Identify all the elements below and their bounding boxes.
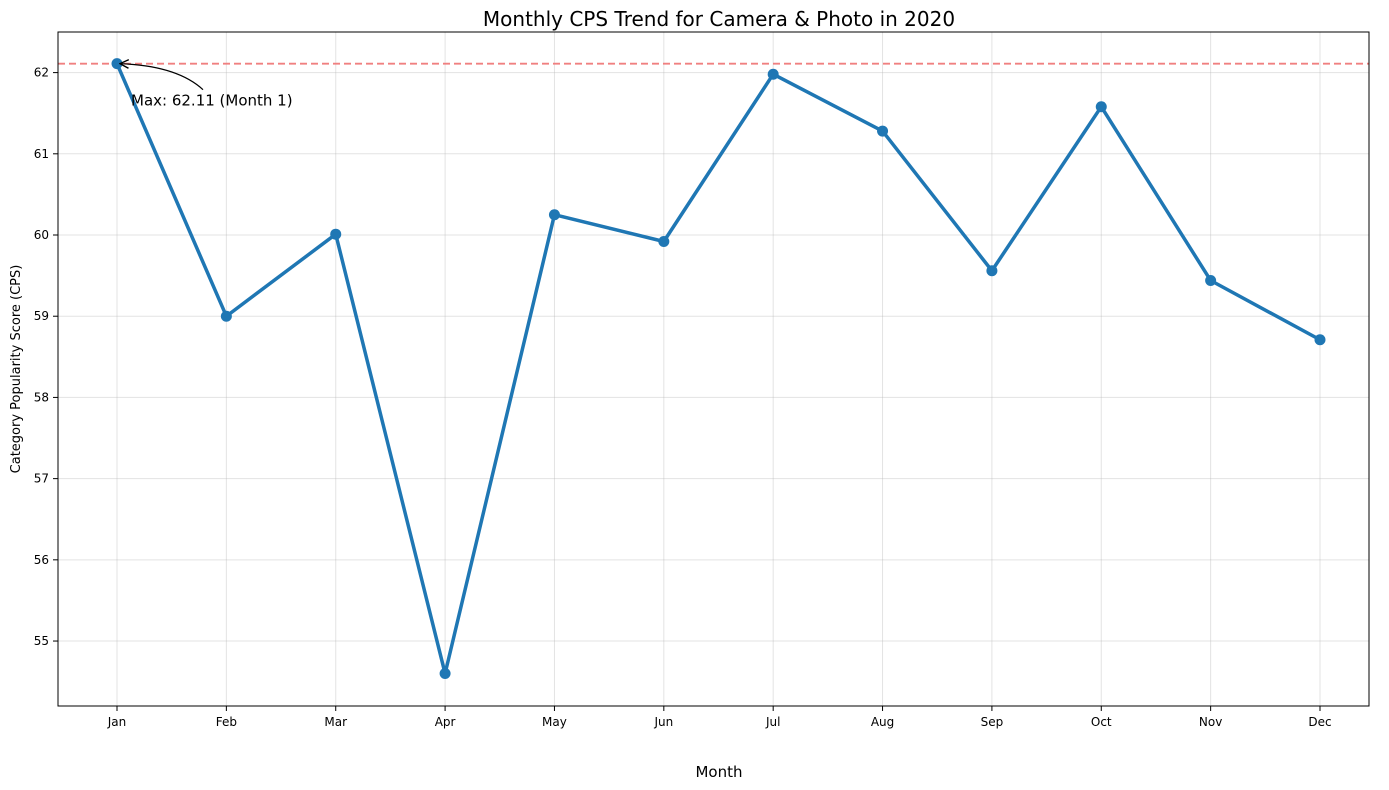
data-point xyxy=(877,125,889,137)
series-group xyxy=(111,58,1326,680)
series-line xyxy=(115,61,1322,676)
data-point xyxy=(658,236,670,248)
x-tick-label: Jan xyxy=(107,715,127,729)
grid-lines xyxy=(58,32,1369,706)
annotation-group: Max: 62.11 (Month 1) xyxy=(120,64,293,110)
y-axis-label: Category Popularity Score (CPS) xyxy=(9,265,24,474)
data-point xyxy=(548,209,560,221)
x-tick-label: May xyxy=(542,715,567,729)
x-tick-label: Mar xyxy=(324,715,347,729)
x-tick-label: Oct xyxy=(1091,715,1112,729)
x-tick-label: Feb xyxy=(216,715,237,729)
x-tick-label: Sep xyxy=(981,715,1004,729)
data-point xyxy=(767,68,779,80)
y-tick-label: 62 xyxy=(34,66,49,80)
y-tick-label: 59 xyxy=(34,309,49,323)
y-axis-ticks: 55 56 57 58 59 60 61 62 xyxy=(34,66,58,648)
data-point xyxy=(439,668,451,680)
data-point xyxy=(1314,334,1326,346)
y-tick-label: 57 xyxy=(34,472,49,486)
y-tick-label: 55 xyxy=(34,634,49,648)
y-tick-label: 58 xyxy=(34,390,49,404)
data-point xyxy=(986,265,998,277)
plot-area-frame xyxy=(57,31,1370,707)
x-tick-label: Nov xyxy=(1199,715,1222,729)
x-axis-label: Month xyxy=(695,763,742,781)
x-axis-ticks: Jan Feb Mar Apr May Jun Jul Aug Sep Oct Nov Dec xyxy=(107,706,1332,729)
y-tick-label: 61 xyxy=(34,147,49,161)
data-point xyxy=(1205,274,1217,286)
y-tick-label: 56 xyxy=(34,553,49,567)
chart-title: Monthly CPS Trend for Camera & Photo in … xyxy=(483,7,955,31)
data-point xyxy=(1095,101,1107,113)
data-point xyxy=(220,310,232,322)
data-point xyxy=(330,228,342,240)
x-tick-label: Jul xyxy=(765,715,780,729)
y-tick-label: 60 xyxy=(34,228,49,242)
x-tick-label: Dec xyxy=(1308,715,1331,729)
x-tick-label: Apr xyxy=(435,715,456,729)
annotation-arrow xyxy=(120,64,204,91)
x-tick-label: Jun xyxy=(653,715,673,729)
x-tick-label: Aug xyxy=(871,715,894,729)
max-annotation-label: Max: 62.11 (Month 1) xyxy=(131,92,293,110)
